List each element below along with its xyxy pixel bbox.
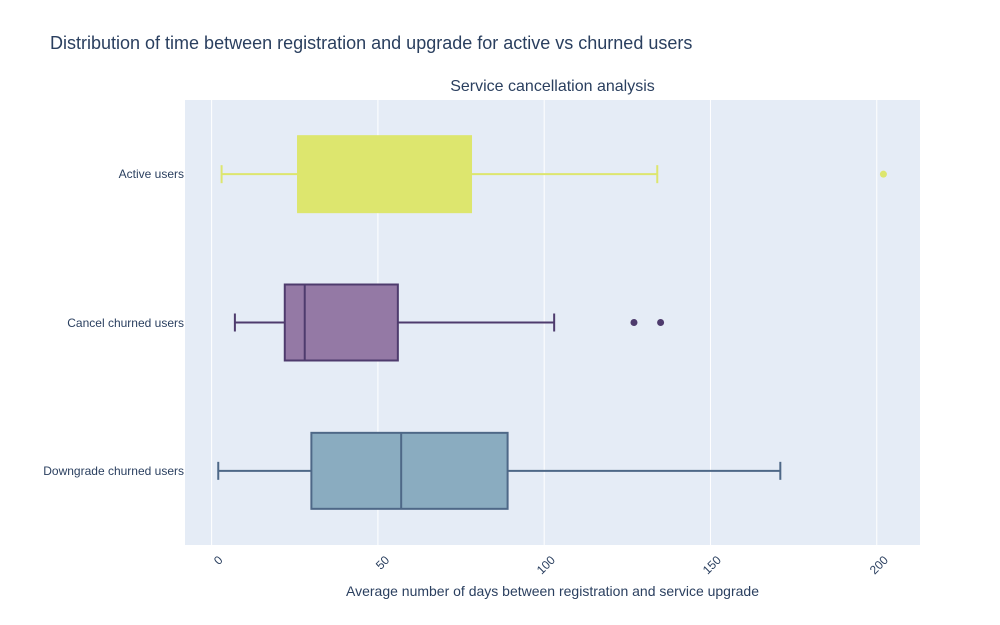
y-tick-label: Active users: [118, 167, 184, 182]
outlier-point: [630, 319, 638, 326]
y-tick-label: Downgrade churned users: [43, 463, 184, 478]
iqr-box: [283, 283, 399, 362]
outlier-point: [657, 319, 665, 326]
chart-title: Distribution of time between registratio…: [50, 33, 693, 53]
box-2: [217, 431, 782, 510]
y-tick-label: Cancel churned users: [67, 315, 184, 330]
box-group: [217, 135, 887, 510]
box-0: [220, 135, 887, 214]
iqr-box: [310, 431, 509, 510]
plot-subtitle: Service cancellation analysis: [450, 78, 655, 95]
x-axis-title: Average number of days between registrat…: [346, 583, 759, 599]
box-1: [233, 283, 665, 362]
iqr-box: [297, 135, 473, 214]
outlier-point: [879, 170, 887, 178]
